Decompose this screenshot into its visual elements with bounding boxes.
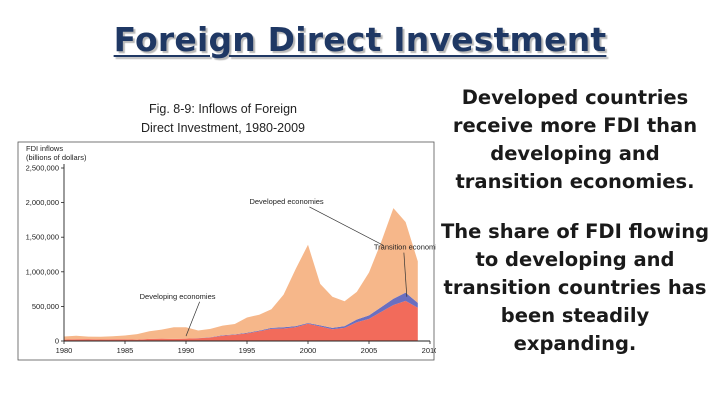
caption-line-1: Fig. 8-9: Inflows of Foreign	[149, 102, 297, 116]
fdi-chart-svg: FDI inflows(billions of dollars) 0 500,000…	[17, 141, 436, 361]
annotation-leader-developing-economies	[185, 301, 200, 337]
bullet-list: Developed countries receive more FDI tha…	[440, 84, 710, 358]
y-tick-label: 2,500,000	[26, 164, 59, 173]
bullet-1: Developed countries receive more FDI tha…	[452, 86, 698, 193]
fdi-chart: FDI inflows (billions of dollars) 0 500,000…	[16, 140, 436, 362]
annotation-developing-economies: Developing economies	[140, 292, 216, 301]
annotation-developed-economies: Developed economies	[249, 197, 323, 206]
x-tick-label: 1995	[239, 346, 256, 355]
area-transition-economies	[64, 292, 418, 340]
x-tick-label: 1985	[117, 346, 134, 355]
annotation-leader-transition-economies	[403, 252, 408, 297]
x-tick-label: 2005	[361, 346, 378, 355]
caption-line-2: Direct Investment, 1980-2009	[141, 121, 305, 135]
y-tick-label: 500,000	[32, 302, 59, 311]
y-tick-label: 1,000,000	[26, 267, 59, 276]
figure-caption: Fig. 8-9: Inflows of Foreign Direct Inve…	[88, 100, 358, 138]
area-developed-economies	[64, 208, 418, 340]
slide-title: Foreign Direct Investment	[113, 20, 607, 59]
area-developing-economies	[64, 300, 418, 341]
y-axis-title-line1: FDI inflows	[26, 144, 63, 153]
annotation-transition-economies: Transition economies	[374, 243, 436, 252]
y-tick-label: 1,500,000	[26, 233, 59, 242]
x-tick-label: 2000	[300, 346, 317, 355]
x-tick-label: 1980	[56, 346, 73, 355]
y-tick-label: 2,000,000	[26, 198, 59, 207]
y-tick-label: 0	[55, 337, 59, 346]
x-tick-label: 1990	[178, 346, 195, 355]
annotation-leader-developed-economies	[309, 206, 384, 246]
y-axis-title-line2: (billions of dollars)	[26, 153, 87, 162]
x-tick-label: 2010	[422, 346, 436, 355]
bullet-2: The share of FDI flowing to developing a…	[440, 220, 710, 355]
